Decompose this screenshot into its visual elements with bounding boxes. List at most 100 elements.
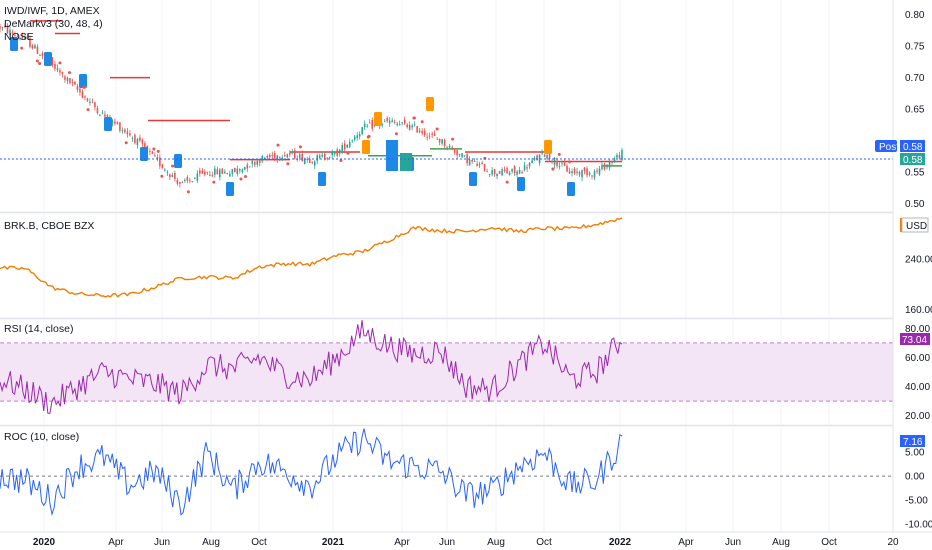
candle-body xyxy=(278,156,281,158)
candle-body xyxy=(189,180,191,182)
candle-body xyxy=(256,160,259,165)
candle-body xyxy=(171,174,174,178)
candle-body xyxy=(563,161,566,166)
candle-body xyxy=(523,165,526,171)
candle-body xyxy=(84,96,86,98)
time-axis-label: Aug xyxy=(487,537,505,548)
buy-signal-marker xyxy=(517,177,525,191)
brk-pane[interactable]: BRK.B, CBOE BZX xyxy=(0,217,623,298)
time-axis-label: Aug xyxy=(202,537,220,548)
candle-body xyxy=(553,157,556,165)
candle-body xyxy=(244,167,246,171)
time-axis-label: 2021 xyxy=(322,537,345,548)
candle-body xyxy=(174,172,176,179)
candle-body xyxy=(491,170,493,175)
candle-body xyxy=(263,157,266,159)
candle-body xyxy=(561,162,563,164)
candle-body xyxy=(511,169,513,172)
rsi-value-background xyxy=(900,333,930,345)
price-axis-tick-label: 0.65 xyxy=(905,105,925,116)
candle-body xyxy=(361,127,364,134)
candle-body xyxy=(418,130,421,133)
candle-body xyxy=(161,164,164,169)
candle-body xyxy=(466,154,468,164)
candle-body xyxy=(308,158,311,164)
candle-body xyxy=(164,169,166,171)
roc-pane[interactable]: ROC (10, close) xyxy=(0,428,893,517)
candle-body xyxy=(209,174,211,176)
candle-body xyxy=(333,151,336,155)
price-axis-tick-label: 0.55 xyxy=(905,168,925,179)
setup-count-marker xyxy=(186,190,190,194)
candle-body xyxy=(493,169,496,175)
candle-body xyxy=(516,171,518,175)
candle-body xyxy=(268,154,271,158)
candle-body xyxy=(546,155,548,159)
post-badge: Post 0.58 xyxy=(875,140,925,153)
rsi-pane[interactable]: RSI (14, close) xyxy=(0,320,893,414)
candle-body xyxy=(186,176,189,181)
candle-body xyxy=(79,88,81,93)
candle-body xyxy=(321,154,324,157)
time-axis-label: Oct xyxy=(251,537,267,548)
candle-body xyxy=(166,172,169,174)
candle-body xyxy=(433,133,436,136)
setup-count-marker xyxy=(435,127,439,131)
candle-body xyxy=(541,151,543,154)
setup-count-marker xyxy=(38,61,42,65)
candle-body xyxy=(438,138,441,143)
setup-count-marker xyxy=(86,108,90,112)
candle-body xyxy=(129,133,131,136)
candle-body xyxy=(248,166,251,168)
setup-count-marker xyxy=(212,180,216,184)
candle-body xyxy=(566,165,568,172)
candle-body xyxy=(508,172,511,176)
candle-body xyxy=(34,45,36,49)
candle-body xyxy=(338,149,341,154)
candle-body xyxy=(478,164,481,166)
candle-body xyxy=(401,122,403,124)
sequential-bar xyxy=(400,153,412,171)
main-pane[interactable]: IWD/IWF, 1D, AMEX DeMarkv3 (30, 48, 4) N… xyxy=(0,5,893,196)
time-axis-label: 2022 xyxy=(609,537,632,548)
candle-body xyxy=(131,137,134,139)
currency-badge[interactable]: USD xyxy=(900,217,929,233)
post-value: 0.58 xyxy=(903,142,923,153)
candle-body xyxy=(191,181,194,183)
candle-body xyxy=(348,141,351,147)
sell-signal-badge xyxy=(374,112,382,126)
sell-signal-badge xyxy=(362,140,370,154)
candle-body xyxy=(29,38,31,47)
candle-body xyxy=(298,154,301,158)
time-axis[interactable]: 2020 Apr Jun Aug Oct 2021 Apr Jun Aug Oct 2022 Apr J… xyxy=(0,531,932,550)
roc-value: 7.16 xyxy=(903,437,923,448)
candle-body xyxy=(236,168,239,174)
candle-body xyxy=(141,139,144,144)
setup-count-marker xyxy=(152,147,156,151)
setup-count-marker xyxy=(505,180,509,184)
setup-count-marker xyxy=(82,85,86,89)
candle-body xyxy=(621,149,623,161)
price-axis[interactable]: 0.80 0.75 0.70 0.65 0.55 0.50 240.00 160.00 80.0… xyxy=(875,0,932,532)
candle-body xyxy=(528,162,531,167)
price-axis-tick-label: 0.50 xyxy=(905,199,925,210)
buy-signal-badge xyxy=(469,172,477,186)
candle-body xyxy=(468,159,471,166)
candle-body xyxy=(159,157,161,167)
candle-body xyxy=(41,53,44,57)
buy-signal-badge xyxy=(10,37,18,51)
candle-body xyxy=(201,170,204,174)
sell-signal-badge xyxy=(426,97,434,111)
buy-signal-badge xyxy=(104,117,112,131)
candle-body xyxy=(149,151,151,152)
candle-body xyxy=(611,162,613,163)
candle-body xyxy=(598,168,601,175)
candle-body xyxy=(558,166,561,168)
candle-body xyxy=(366,125,369,127)
post-label: Post xyxy=(879,142,899,153)
candle-body xyxy=(89,101,91,103)
price-candles xyxy=(0,23,623,188)
candle-body xyxy=(363,123,366,128)
candle-body xyxy=(501,169,503,176)
